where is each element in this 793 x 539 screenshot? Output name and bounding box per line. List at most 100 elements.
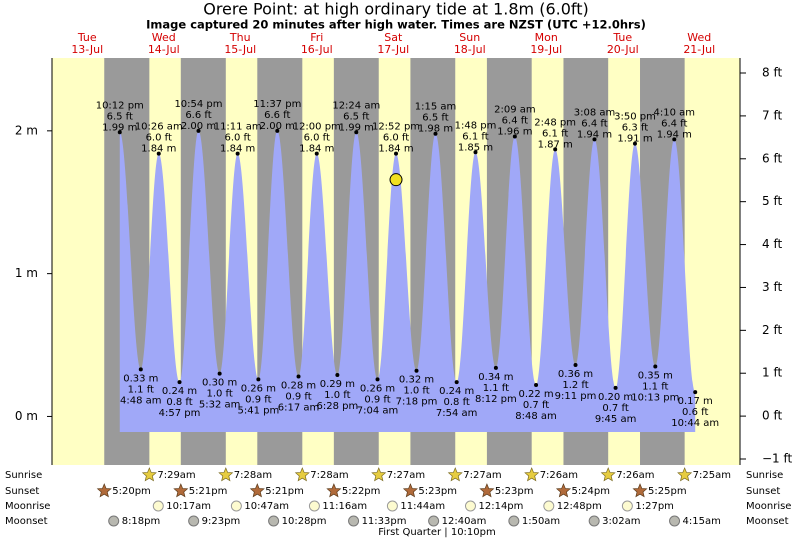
sunrise-icon (218, 467, 234, 482)
extreme-height-ft: 6.0 ft (383, 133, 409, 144)
extreme-height-ft: 6.5 ft (107, 111, 133, 122)
sunrise-icon (447, 467, 463, 482)
y2-tick-label: 0 ft (762, 409, 782, 423)
weekday-label: Thu (229, 31, 251, 44)
chart-title: Orere Point: at high ordinary tide at 1.… (203, 0, 589, 19)
extreme-time: 10:13 pm (631, 392, 679, 403)
extreme-height-m: 2.00 m (260, 121, 295, 132)
extreme-height-ft: 1.0 ft (324, 390, 350, 401)
extreme-dot (177, 380, 182, 385)
extreme-time: 2:09 am (494, 105, 536, 116)
extreme-time: 7:54 am (436, 408, 478, 419)
moonset-icon (428, 515, 440, 527)
extreme-time: 12:52 pm (372, 122, 420, 133)
extreme-dot (275, 128, 280, 133)
sunrise-icon (600, 467, 616, 482)
row-label: Moonset (746, 516, 789, 527)
y-tick-label: 2 m (15, 123, 38, 137)
moonrise-time: 10:47am (244, 501, 289, 512)
extreme-height-m: 1.84 m (299, 144, 334, 155)
sunset-time: 5:24pm (571, 486, 610, 497)
extreme-height-m: 0.26 m (360, 383, 395, 394)
extreme-time: 3:08 am (574, 107, 616, 118)
extreme-height-m: 1.96 m (497, 127, 532, 138)
extreme-dot (394, 151, 399, 156)
moonrise-icon (308, 500, 320, 512)
moonset-time: 12:40am (442, 516, 487, 527)
extreme-height-m: 1.87 m (538, 139, 573, 150)
extreme-height-m: 0.29 m (320, 379, 355, 390)
weekday-label: Wed (687, 31, 711, 44)
moonset-time: 4:15am (683, 516, 721, 527)
extreme-dot (592, 137, 597, 142)
extreme-height-m: 0.33 m (123, 373, 158, 384)
extreme-time: 10:44 am (671, 418, 719, 429)
sunrise-icon (524, 467, 540, 482)
weekday-label: Tue (612, 31, 632, 44)
extreme-height-m: 0.32 m (399, 375, 434, 386)
extreme-time: 12:24 am (332, 100, 380, 111)
extreme-dot (613, 385, 618, 390)
extreme-dot (632, 141, 637, 146)
sunset-icon (555, 483, 571, 498)
extreme-height-m: 1.99 m (339, 122, 374, 133)
extreme-height-m: 1.94 m (577, 129, 612, 140)
extreme-height-m: 0.22 m (518, 389, 553, 400)
chart-subtitle: Image captured 20 minutes after high wat… (146, 18, 646, 32)
extreme-height-m: 1.84 m (378, 144, 413, 155)
weekday-label: Mon (535, 31, 558, 44)
sunset-icon (479, 483, 495, 498)
current-position-marker (389, 173, 403, 187)
extreme-height-ft: 6.1 ft (462, 131, 488, 142)
sunrise-time: 7:27am (463, 470, 501, 481)
extreme-height-ft: 0.7 ft (602, 403, 628, 414)
y2-tick-label: −1 ft (762, 451, 793, 465)
weekday-label: Sat (384, 31, 403, 44)
date-label: 17-Jul (377, 43, 409, 56)
row-label: Moonrise (5, 501, 50, 512)
moonrise-icon (152, 500, 164, 512)
moonset-icon (268, 515, 280, 527)
extreme-dot (553, 147, 558, 152)
row-label: Moonset (5, 516, 48, 527)
extreme-time: 5:32 am (199, 400, 241, 411)
weekday-label: Wed (152, 31, 176, 44)
extreme-dot (693, 390, 698, 395)
moonset-time: 1:50am (522, 516, 560, 527)
sunrise-icon (294, 467, 310, 482)
moonrise-time: 1:27pm (635, 501, 674, 512)
extreme-dot (196, 128, 201, 133)
extreme-height-ft: 0.8 ft (166, 397, 192, 408)
sunset-icon (173, 483, 189, 498)
y2-tick-label: 5 ft (762, 194, 782, 208)
extreme-height-ft: 6.0 ft (146, 133, 172, 144)
extreme-height-m: 1.99 m (102, 122, 137, 133)
sunrise-time: 7:29am (157, 470, 195, 481)
extreme-dot (375, 377, 380, 382)
extreme-time: 10:26 am (135, 122, 183, 133)
moonrise-icon (543, 500, 555, 512)
moonset-time: 11:33pm (362, 516, 407, 527)
row-label: Sunset (746, 486, 780, 497)
date-label: 21-Jul (683, 43, 715, 56)
weekday-label: Fri (310, 31, 323, 44)
moonset-time: 10:28pm (282, 516, 327, 527)
extreme-height-ft: 6.4 ft (502, 116, 528, 127)
extreme-dot (235, 151, 240, 156)
row-label: Moonrise (746, 501, 791, 512)
extreme-height-ft: 6.6 ft (185, 110, 211, 121)
extreme-dot (354, 130, 359, 135)
moonset-time: 9:23pm (202, 516, 241, 527)
extreme-time: 2:48 pm (534, 117, 576, 128)
y2-tick-label: 6 ft (762, 151, 782, 165)
sunrise-time: 7:27am (387, 470, 425, 481)
extreme-time: 6:28 pm (316, 401, 358, 412)
extreme-height-m: 1.84 m (220, 144, 255, 155)
extreme-dot (653, 364, 658, 369)
moonset-icon (508, 515, 520, 527)
extreme-dot (493, 365, 498, 370)
extreme-height-ft: 6.5 ft (343, 111, 369, 122)
moonset-icon (588, 515, 600, 527)
